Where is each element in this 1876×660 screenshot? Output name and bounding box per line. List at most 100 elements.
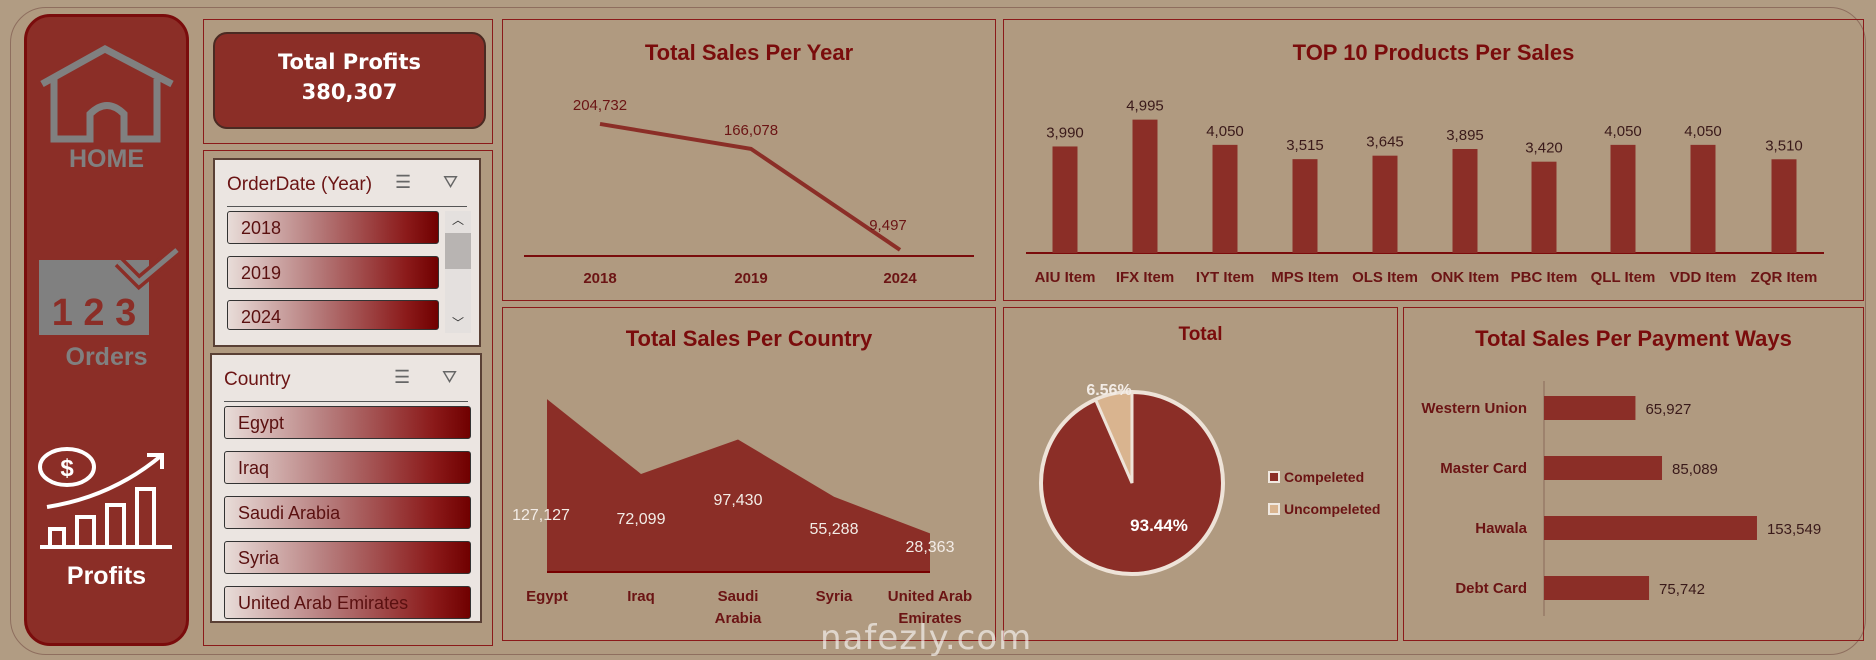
x-tick-label: ONK Item [1431, 269, 1499, 286]
clear-filter-icon[interactable]: ⛛ [443, 172, 459, 192]
data-label: 3,990 [1046, 124, 1084, 141]
country-item-label: Egypt [238, 413, 285, 433]
bar [1771, 159, 1797, 253]
sales-per-country-chart: Total Sales Per Country 127,127 Egypt 72,0… [502, 307, 996, 641]
orders-digits: 1 2 3 [52, 292, 137, 334]
chart-title: TOP 10 Products Per Sales [1292, 40, 1575, 65]
bar [1531, 161, 1557, 253]
chart-title: Total Sales Per Payment Ways [1475, 326, 1792, 351]
data-label: 85,089 [1672, 461, 1718, 478]
completion-pie-chart: Total 6.56% 93.44% Compeleted Uncompeleted [1003, 307, 1398, 641]
data-label: 9,497 [869, 217, 907, 234]
total-profits-card: Total Profits 380,307 [213, 32, 486, 129]
chart-title: Total [1178, 324, 1223, 345]
nav-profits-button[interactable]: $ Profits [27, 447, 186, 591]
data-label: 3,645 [1366, 134, 1404, 151]
year-item[interactable]: 2018 [227, 211, 439, 244]
kpi-value: 380,307 [301, 80, 398, 104]
y-tick-label: Western Union [1421, 400, 1527, 417]
data-label: 4,050 [1684, 123, 1722, 140]
orders-checklist-icon: 1 2 3 [39, 245, 181, 335]
multi-select-icon[interactable]: ☰ [394, 367, 411, 387]
x-tick-label: OLS Item [1352, 269, 1418, 286]
x-tick-label: Saudi [718, 588, 759, 605]
divider [227, 206, 467, 207]
bar [1372, 155, 1398, 253]
data-label: 93.44% [1130, 516, 1188, 535]
sales-area [547, 399, 930, 572]
chart-title: Total Sales Per Country [625, 326, 873, 351]
kpi-title: Total Profits [278, 50, 421, 74]
scroll-up-icon[interactable]: ︿ [451, 213, 464, 227]
nav-home-label: HOME [69, 145, 144, 173]
nav-orders-button[interactable]: 1 2 3 Orders [27, 242, 186, 372]
sales-per-year-chart: Total Sales Per Year 204,732 2018 166,078 2… [502, 19, 996, 301]
data-label: 204,732 [573, 97, 627, 114]
year-item-label: 2018 [241, 218, 282, 238]
x-tick-label: Egypt [526, 588, 568, 605]
profits-growth-icon: $ [37, 447, 172, 549]
data-label: 4,050 [1604, 123, 1642, 140]
pie-slice-uncompeleted [1093, 390, 1134, 484]
scroll-thumb[interactable] [445, 233, 471, 269]
country-item-label: United Arab Emirates [238, 593, 409, 613]
data-label: 127,127 [512, 507, 570, 524]
data-label: 65,927 [1645, 401, 1691, 418]
scroll-down-icon[interactable]: ﹀ [451, 316, 464, 330]
dollar-sign: $ [60, 455, 74, 482]
y-tick-label: Hawala [1475, 520, 1527, 537]
x-tick-label: Emirates [898, 610, 961, 627]
x-tick-label: United Arab [888, 588, 972, 605]
country-item[interactable]: Syria [224, 541, 471, 574]
bar [1690, 144, 1716, 253]
clear-filter-icon[interactable]: ⛛ [442, 367, 458, 387]
year-slicer-title: OrderDate (Year) [227, 174, 373, 195]
country-item[interactable]: Iraq [224, 451, 471, 484]
data-label: 72,099 [617, 511, 666, 528]
bar [1452, 149, 1478, 253]
year-item-label: 2024 [241, 307, 282, 327]
data-label: 153,549 [1767, 521, 1821, 538]
data-label: 166,078 [724, 122, 778, 139]
slicers-container [203, 150, 493, 646]
bar [1212, 144, 1238, 253]
x-tick-label: 2019 [734, 270, 767, 287]
nav-sidebar: HOME 1 2 3 Orders $ Profits [24, 14, 189, 646]
sales-line [599, 121, 902, 252]
multi-select-icon[interactable]: ☰ [395, 172, 412, 192]
year-item[interactable]: 2024 [227, 300, 439, 330]
year-item[interactable]: 2019 [227, 256, 439, 289]
y-tick-label: Master Card [1440, 460, 1527, 477]
country-item[interactable]: Egypt [224, 406, 471, 439]
x-tick-label: Iraq [627, 588, 655, 605]
x-tick-label: QLL Item [1591, 269, 1656, 286]
bar [1544, 456, 1663, 480]
bar [1544, 396, 1636, 420]
country-slicer-title: Country [224, 369, 291, 390]
nav-orders-label: Orders [65, 343, 148, 371]
data-label: 4,995 [1126, 98, 1164, 115]
divider [224, 401, 468, 402]
legend-swatch [1268, 471, 1280, 483]
bar [1132, 119, 1158, 253]
scrollbar[interactable]: ︿ ﹀ [445, 211, 471, 333]
country-item[interactable]: Saudi Arabia [224, 496, 471, 529]
legend-label: Uncompeleted [1284, 501, 1380, 517]
country-slicer: Country ☰ ⛛ Egypt Iraq Saudi Arabia Syri… [210, 353, 482, 623]
data-label: 55,288 [810, 521, 859, 538]
data-label: 3,895 [1446, 127, 1484, 144]
year-slicer: OrderDate (Year) ☰ ⛛ 2018 2019 2024 ︿ ﹀ [213, 158, 481, 347]
nav-home-button[interactable]: HOME [27, 39, 186, 174]
payment-ways-chart: Total Sales Per Payment Ways Western Uni… [1403, 307, 1864, 641]
country-item-label: Saudi Arabia [238, 503, 341, 523]
x-tick-label: VDD Item [1670, 269, 1737, 286]
data-label: 3,420 [1525, 140, 1563, 157]
x-tick-label: IFX Item [1116, 269, 1174, 286]
y-tick-label: Debt Card [1455, 580, 1527, 597]
x-tick-label: AIU Item [1035, 269, 1096, 286]
country-item[interactable]: United Arab Emirates [224, 586, 471, 619]
legend-label: Compeleted [1284, 469, 1364, 485]
bar [1052, 146, 1078, 253]
nav-profits-label: Profits [66, 562, 147, 590]
bar [1544, 516, 1757, 540]
